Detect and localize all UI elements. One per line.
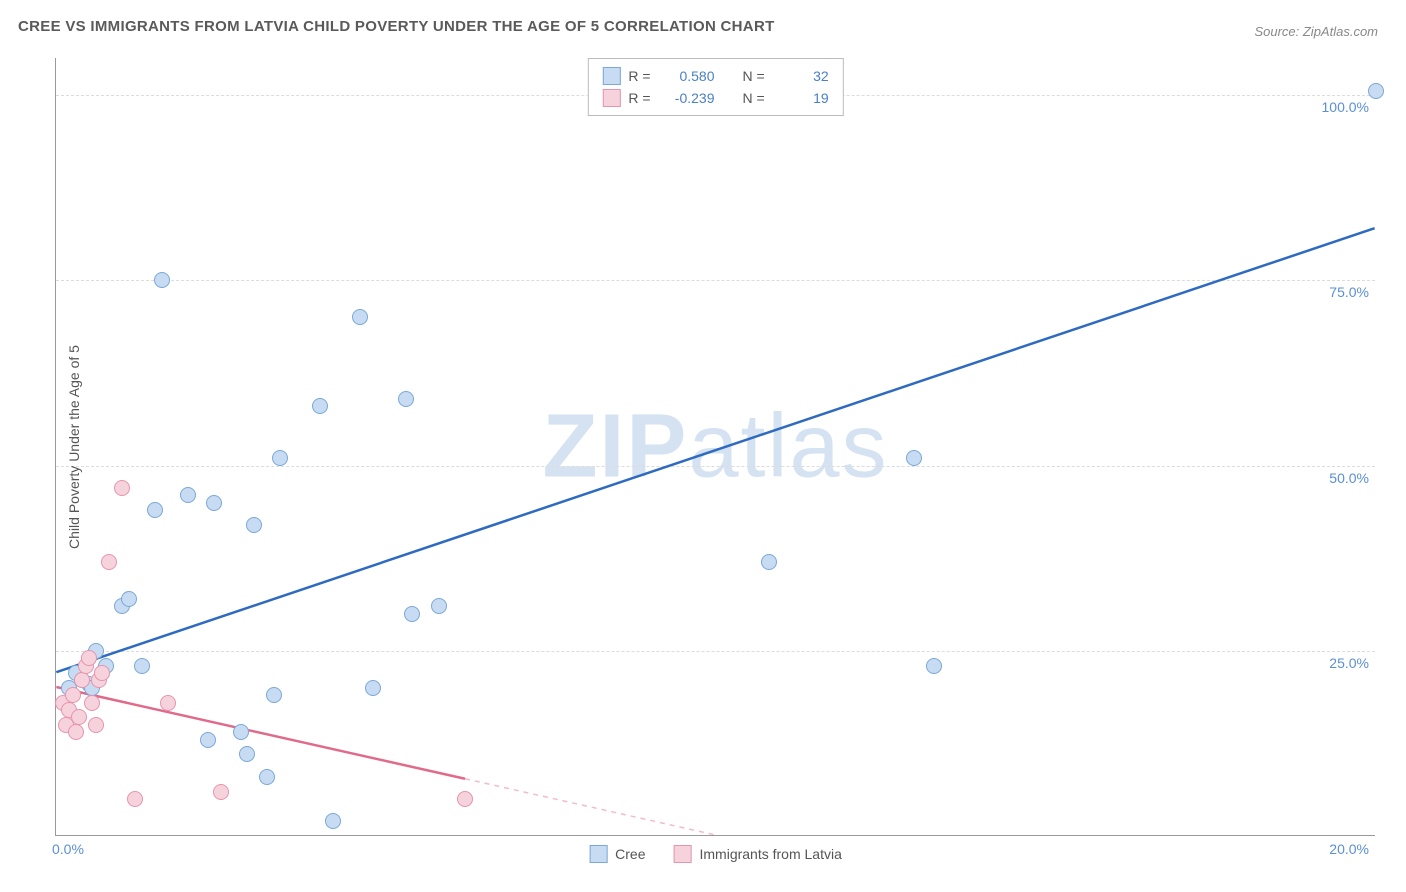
r-label: R = — [628, 68, 650, 84]
legend-swatch — [602, 89, 620, 107]
data-point — [121, 591, 137, 607]
data-point — [431, 598, 447, 614]
data-point — [65, 687, 81, 703]
data-point — [154, 272, 170, 288]
data-point — [272, 450, 288, 466]
data-point — [180, 487, 196, 503]
series-name: Cree — [615, 846, 645, 862]
data-point — [71, 709, 87, 725]
data-point — [213, 784, 229, 800]
data-point — [246, 517, 262, 533]
data-point — [239, 746, 255, 762]
r-label: R = — [628, 90, 650, 106]
gridline-h — [56, 651, 1375, 652]
data-point — [312, 398, 328, 414]
data-point — [81, 650, 97, 666]
data-point — [266, 687, 282, 703]
y-tick-label: 100.0% — [1322, 99, 1369, 115]
stats-legend: R = 0.580 N = 32 R = -0.239 N = 19 — [587, 58, 843, 116]
gridline-h — [56, 466, 1375, 467]
n-label: N = — [743, 68, 765, 84]
data-point — [365, 680, 381, 696]
data-point — [134, 658, 150, 674]
r-value: -0.239 — [659, 90, 715, 106]
trend-lines-svg — [56, 58, 1375, 835]
data-point — [94, 665, 110, 681]
data-point — [74, 672, 90, 688]
data-point — [160, 695, 176, 711]
series-legend-item: Cree — [589, 845, 645, 863]
data-point — [761, 554, 777, 570]
data-point — [404, 606, 420, 622]
data-point — [398, 391, 414, 407]
data-point — [233, 724, 249, 740]
legend-swatch — [602, 67, 620, 85]
y-axis-title: Child Poverty Under the Age of 5 — [66, 345, 82, 549]
data-point — [457, 791, 473, 807]
data-point — [352, 309, 368, 325]
series-name: Immigrants from Latvia — [699, 846, 841, 862]
x-tick-left: 0.0% — [52, 841, 84, 857]
data-point — [259, 769, 275, 785]
stats-row: R = -0.239 N = 19 — [602, 87, 828, 109]
n-value: 19 — [773, 90, 829, 106]
y-tick-label: 75.0% — [1329, 284, 1369, 300]
watermark-bold: ZIP — [542, 396, 688, 496]
series-legend: Cree Immigrants from Latvia — [589, 845, 842, 863]
data-point — [114, 480, 130, 496]
data-point — [926, 658, 942, 674]
data-point — [101, 554, 117, 570]
watermark: ZIPatlas — [542, 395, 888, 498]
plot-area: ZIPatlas 25.0% 50.0% 75.0% 100.0% R = 0.580 N… — [55, 58, 1375, 836]
gridline-h — [56, 280, 1375, 281]
data-point — [84, 695, 100, 711]
legend-swatch — [589, 845, 607, 863]
stats-row: R = 0.580 N = 32 — [602, 65, 828, 87]
chart-title: CREE VS IMMIGRANTS FROM LATVIA CHILD POV… — [18, 18, 775, 35]
data-point — [127, 791, 143, 807]
n-label: N = — [743, 90, 765, 106]
data-point — [88, 717, 104, 733]
data-point — [68, 724, 84, 740]
r-value: 0.580 — [659, 68, 715, 84]
data-point — [200, 732, 216, 748]
series-legend-item: Immigrants from Latvia — [673, 845, 841, 863]
x-tick-right: 20.0% — [1329, 841, 1369, 857]
data-point — [906, 450, 922, 466]
data-point — [325, 813, 341, 829]
legend-swatch — [673, 845, 691, 863]
y-tick-label: 50.0% — [1329, 470, 1369, 486]
data-point — [206, 495, 222, 511]
y-tick-label: 25.0% — [1329, 655, 1369, 671]
watermark-rest: atlas — [688, 396, 888, 496]
source-attribution: Source: ZipAtlas.com — [1254, 24, 1378, 39]
n-value: 32 — [773, 68, 829, 84]
data-point — [147, 502, 163, 518]
data-point — [1368, 83, 1384, 99]
